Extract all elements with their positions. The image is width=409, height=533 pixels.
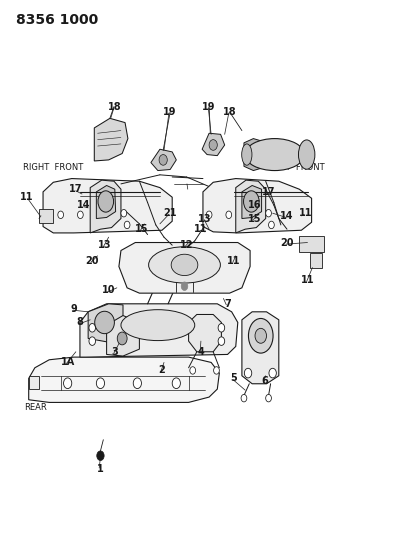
Circle shape <box>96 378 104 389</box>
Text: RIGHT  FRONT: RIGHT FRONT <box>22 164 83 172</box>
Polygon shape <box>96 185 115 219</box>
Circle shape <box>240 394 246 402</box>
Text: 12: 12 <box>180 240 193 250</box>
Circle shape <box>268 221 274 229</box>
Circle shape <box>133 378 141 389</box>
Polygon shape <box>106 316 139 356</box>
Text: 5: 5 <box>230 374 236 383</box>
Text: 20: 20 <box>280 238 293 247</box>
Ellipse shape <box>298 140 314 169</box>
Polygon shape <box>241 312 278 384</box>
Text: 1A: 1A <box>61 358 74 367</box>
Ellipse shape <box>243 191 258 212</box>
Text: 14: 14 <box>280 211 293 221</box>
Text: 18: 18 <box>108 102 121 111</box>
Text: 11: 11 <box>194 224 207 234</box>
Ellipse shape <box>98 191 113 212</box>
Circle shape <box>58 211 63 219</box>
Polygon shape <box>90 180 121 233</box>
Polygon shape <box>88 304 123 342</box>
Circle shape <box>268 368 276 378</box>
Polygon shape <box>241 185 261 219</box>
Text: 17: 17 <box>69 184 82 194</box>
Circle shape <box>89 337 95 345</box>
Polygon shape <box>309 253 321 268</box>
Polygon shape <box>43 179 172 233</box>
Text: 13: 13 <box>98 240 111 250</box>
Text: 13: 13 <box>198 214 211 223</box>
Circle shape <box>159 155 167 165</box>
Circle shape <box>244 368 251 378</box>
Circle shape <box>213 367 219 374</box>
Polygon shape <box>29 357 219 402</box>
Circle shape <box>265 394 271 402</box>
Circle shape <box>181 282 187 290</box>
Polygon shape <box>94 118 128 161</box>
Ellipse shape <box>248 318 272 353</box>
Polygon shape <box>39 209 53 223</box>
Circle shape <box>89 324 95 332</box>
Text: 16: 16 <box>247 200 260 210</box>
Ellipse shape <box>171 254 197 276</box>
Circle shape <box>189 367 195 374</box>
Text: 19: 19 <box>163 107 176 117</box>
Circle shape <box>121 209 126 217</box>
Text: 11: 11 <box>300 275 313 285</box>
Text: 9: 9 <box>70 304 77 314</box>
Text: 1: 1 <box>97 464 103 474</box>
Text: 8356 1000: 8356 1000 <box>16 13 99 27</box>
Polygon shape <box>151 149 176 171</box>
Text: 2: 2 <box>158 366 165 375</box>
Text: 15: 15 <box>247 214 260 223</box>
Polygon shape <box>119 243 249 293</box>
Text: 21: 21 <box>163 208 176 218</box>
Text: LEFT  FRONT: LEFT FRONT <box>270 164 324 172</box>
Polygon shape <box>202 133 224 156</box>
Text: 8: 8 <box>76 318 83 327</box>
Polygon shape <box>235 180 265 233</box>
Ellipse shape <box>94 311 114 334</box>
Ellipse shape <box>254 328 266 343</box>
Text: 6: 6 <box>261 376 267 386</box>
Text: 20: 20 <box>85 256 99 266</box>
Circle shape <box>206 211 211 219</box>
Circle shape <box>124 221 130 229</box>
Polygon shape <box>243 139 262 171</box>
Circle shape <box>97 451 104 461</box>
Circle shape <box>117 332 127 345</box>
Ellipse shape <box>245 139 303 171</box>
Polygon shape <box>188 314 221 352</box>
Circle shape <box>265 209 271 217</box>
Text: 17: 17 <box>261 187 274 197</box>
Text: 19: 19 <box>202 102 215 111</box>
Circle shape <box>172 378 180 389</box>
Ellipse shape <box>121 310 194 341</box>
Circle shape <box>225 211 231 219</box>
Ellipse shape <box>148 247 220 283</box>
Circle shape <box>218 324 224 332</box>
Text: 3: 3 <box>111 347 118 357</box>
Circle shape <box>209 140 217 150</box>
Text: 15: 15 <box>135 224 148 234</box>
Text: 11: 11 <box>227 256 240 266</box>
Ellipse shape <box>241 144 251 165</box>
Polygon shape <box>29 376 39 389</box>
Text: 7: 7 <box>224 299 230 309</box>
Polygon shape <box>299 236 323 252</box>
Polygon shape <box>202 179 311 233</box>
Text: REAR: REAR <box>25 403 47 412</box>
Text: 11: 11 <box>20 192 33 202</box>
Circle shape <box>77 211 83 219</box>
Text: 11: 11 <box>298 208 311 218</box>
Text: 18: 18 <box>222 107 236 117</box>
Circle shape <box>63 378 72 389</box>
Text: 4: 4 <box>197 347 204 357</box>
Text: 14: 14 <box>77 200 90 210</box>
Text: 10: 10 <box>102 286 115 295</box>
Polygon shape <box>80 304 237 357</box>
Circle shape <box>218 337 224 345</box>
